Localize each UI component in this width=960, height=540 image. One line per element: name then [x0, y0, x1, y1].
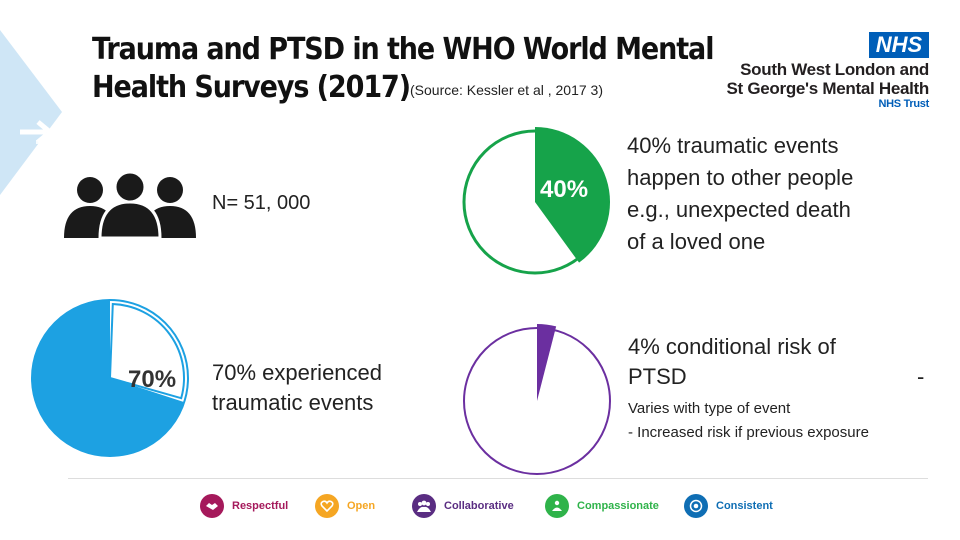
experienced-description: 70% experienced traumatic events: [212, 358, 382, 418]
ptsd-risk-description: 4% conditional risk of PTSD: [628, 332, 928, 392]
org-name-line-2: St George's Mental Health: [726, 79, 930, 98]
dash-mark: -: [917, 364, 925, 389]
ptsd-risk-pie: [463, 324, 611, 475]
value-collaborative: Collaborative: [412, 494, 514, 518]
other-people-line-2: happen to other people: [627, 165, 854, 190]
page-title-line-2: Health Surveys (2017): [92, 70, 411, 105]
value-label: Open: [347, 500, 376, 512]
experienced-pie-slice: [31, 300, 185, 456]
compassion-icon: [545, 494, 569, 518]
value-consistent: Consistent: [684, 494, 773, 518]
value-label: Collaborative: [444, 500, 514, 512]
ptsd-pie-slice: [537, 324, 557, 401]
ptsd-risk-line-2: PTSD: [628, 364, 687, 389]
value-label: Compassionate: [577, 500, 659, 512]
experienced-line-1: 70% experienced: [212, 360, 383, 385]
nhs-logo-badge: NHS: [869, 32, 929, 58]
target-icon: [684, 494, 708, 518]
sample-size-text: N= 51, 000: [212, 192, 311, 214]
value-compassionate: Compassionate: [545, 494, 659, 518]
footer-divider: [68, 478, 928, 479]
double-arrow-icon: [20, 120, 72, 154]
org-name-line-3: NHS Trust: [878, 98, 930, 110]
other-people-description: 40% traumatic events happen to other peo…: [627, 130, 927, 258]
ptsd-risk-line-1: 4% conditional risk of: [628, 334, 836, 359]
open-heart-icon: [315, 494, 339, 518]
other-people-pct-label: 40%: [540, 176, 589, 203]
value-label: Respectful: [232, 500, 289, 512]
varies-note: Varies with type of event: [628, 400, 791, 417]
source-citation: (Source: Kessler et al , 2017 3): [410, 82, 603, 98]
value-open: Open: [315, 494, 375, 518]
other-people-line-1: 40% traumatic events: [627, 133, 839, 158]
value-respectful: Respectful: [200, 494, 288, 518]
other-people-pie: [462, 127, 610, 275]
experienced-line-2: traumatic events: [212, 390, 374, 415]
value-label: Consistent: [716, 500, 773, 512]
other-people-line-4: of a loved one: [627, 229, 766, 254]
experienced-trauma-pie: [31, 299, 189, 457]
experienced-pct-label: 70%: [128, 366, 177, 393]
org-name-line-1: South West London and: [740, 60, 929, 79]
handshake-icon: [200, 494, 224, 518]
other-people-pie-slice: [535, 127, 610, 263]
left-chevron-decoration: [0, 30, 62, 195]
experienced-pie-remainder: [108, 303, 185, 400]
other-people-line-3: e.g., unexpected death: [627, 197, 851, 222]
group-icon: [412, 494, 436, 518]
people-group-icon: [64, 172, 196, 238]
page-title-line-1: Trauma and PTSD in the WHO World Mental: [92, 32, 714, 67]
exposure-note: - Increased risk if previous exposure: [628, 424, 869, 441]
